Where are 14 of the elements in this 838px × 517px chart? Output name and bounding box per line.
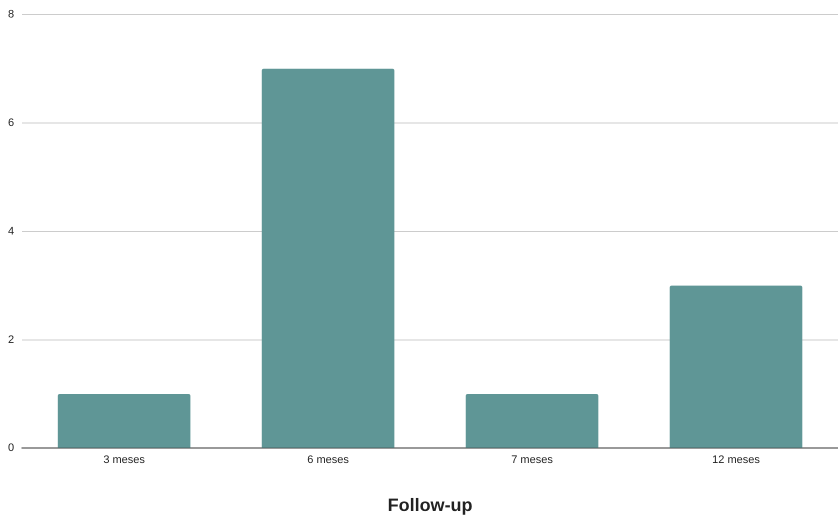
bar (262, 68, 394, 448)
x-tick-label: 6 meses (307, 454, 350, 466)
bar (466, 394, 598, 448)
x-tick-label: 3 meses (103, 454, 146, 466)
y-tick-label: 0 (8, 442, 14, 454)
y-tick-label: 4 (8, 225, 14, 238)
bar (58, 394, 190, 448)
y-tick-label: 8 (8, 8, 14, 21)
x-axis-title: Follow-up (388, 495, 473, 516)
y-tick-label: 2 (8, 334, 14, 346)
x-tick-label: 7 meses (511, 454, 554, 466)
y-tick-label: 6 (8, 117, 14, 130)
x-tick-label: 12 meses (712, 454, 760, 466)
bar (670, 286, 802, 448)
